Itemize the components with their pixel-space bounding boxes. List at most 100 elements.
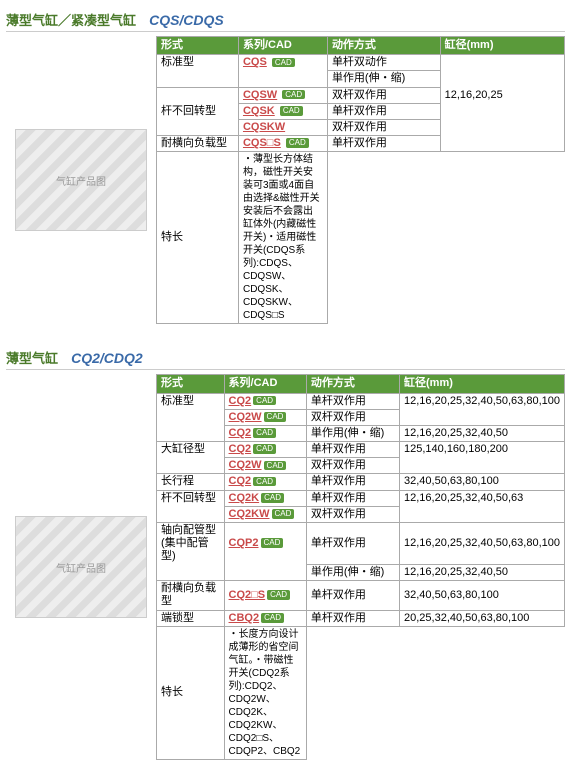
section2-image-col: 气缸产品图 (6, 374, 156, 760)
series-link[interactable]: CQ2W (229, 411, 262, 423)
bore-cell: 125,140,160,180,200 (400, 442, 565, 458)
cad-icon[interactable]: CAD (280, 106, 303, 116)
action-cell: 双杆双作用 (306, 409, 399, 425)
series-link[interactable]: CQ2 (229, 395, 252, 407)
series-link[interactable]: CQ2W (229, 459, 262, 471)
form-cell: 耐横向负载型 (157, 136, 239, 152)
feature-label: 特长 (157, 152, 239, 324)
series-link[interactable]: CQ2KW (229, 508, 270, 520)
form-cell-cont (157, 565, 225, 581)
action-cell: 单杆双作用 (306, 393, 399, 409)
action-cell: 单杆双作用 (306, 523, 399, 565)
series-cell: CQSK CAD (238, 103, 327, 119)
action-cell: 単作用(伸・缩) (306, 565, 399, 581)
header-form: 形式 (157, 375, 225, 393)
bore-cell: 32,40,50,63,80,100 (400, 474, 565, 490)
cad-icon[interactable]: CAD (253, 477, 276, 487)
bore-cell-cont (400, 506, 565, 522)
bore-cell-cont (440, 136, 564, 152)
feature-text: ・薄型长方体结构，磁性开关安装可3面或4面自由选择&磁性开关安装后不会露出缸体外… (238, 152, 327, 324)
header-action: 动作方式 (306, 375, 399, 393)
form-cell-cont (157, 425, 225, 441)
action-cell: 双杆双作用 (306, 458, 399, 474)
series-link[interactable]: CQ2 (229, 427, 252, 439)
bore-cell: 12,16,20,25,32,40,50,63 (400, 490, 565, 506)
form-cell: 长行程 (157, 474, 225, 490)
section1-title: 薄型气缸／紧凑型气缸 CQS/CDQS (6, 10, 565, 29)
feature-text: ・长度方向设计成薄形的省空间气缸。・带磁性开关(CDQ2系列):CDQ2、CDQ… (224, 626, 306, 759)
section2-grid: 形式 系列/CAD 动作方式 缸径(mm) 标准型 CQ2CAD 单杆双作用 1… (156, 374, 565, 760)
bore-cell-cont (400, 458, 565, 474)
series-cell: CQ2WCAD (224, 458, 306, 474)
series-link[interactable]: CBQ2 (229, 612, 260, 624)
cad-icon[interactable]: CAD (261, 538, 284, 548)
bore-cell: 32,40,50,63,80,100 (400, 581, 565, 610)
section1-grid: 形式 系列/CAD 动作方式 缸径(mm) 标准型 CQS CAD 单杆双动作 … (156, 36, 565, 324)
series-link[interactable]: CQSW (243, 89, 277, 101)
cad-icon[interactable]: CAD (264, 461, 287, 471)
bore-cell-cont (400, 409, 565, 425)
action-cell: 双杆双作用 (306, 506, 399, 522)
cad-icon[interactable]: CAD (286, 138, 309, 148)
product-image: 气缸产品图 (15, 129, 147, 231)
series-link[interactable]: CQ2K (229, 492, 260, 504)
series-link[interactable]: CQ2 (229, 475, 252, 487)
cad-icon[interactable]: CAD (272, 509, 295, 519)
cad-icon[interactable]: CAD (264, 412, 287, 422)
series-cell: CQ2CAD (224, 425, 306, 441)
header-form: 形式 (157, 37, 239, 55)
cad-icon[interactable]: CAD (282, 90, 305, 100)
action-cell: 双杆双作用 (327, 87, 440, 103)
form-cell-cont (157, 458, 225, 474)
series-cell: CQ2CAD (224, 474, 306, 490)
cad-icon[interactable]: CAD (253, 428, 276, 438)
series-cell: CBQ2CAD (224, 610, 306, 626)
bore-cell-cont (440, 119, 564, 135)
series-link[interactable]: CQS□S (243, 137, 281, 149)
series-cell: CQS CAD (238, 55, 327, 71)
bore-cell: 12,16,20,25,32,40,50 (400, 565, 565, 581)
cad-icon[interactable]: CAD (253, 444, 276, 454)
action-cell: 单杆双作用 (306, 442, 399, 458)
bore-cell (440, 55, 564, 71)
bore-cell-cont (440, 103, 564, 119)
bore-cell: 20,25,32,40,50,63,80,100 (400, 610, 565, 626)
form-cell: 标准型 (157, 55, 239, 71)
action-cell: 単作用(伸・缩) (306, 425, 399, 441)
form-cell: 杆不回转型 (157, 490, 225, 506)
cad-icon[interactable]: CAD (261, 613, 284, 623)
header-action: 动作方式 (327, 37, 440, 55)
section1-title-code: CQS/CDQS (149, 12, 224, 28)
action-cell: 单杆双作用 (306, 474, 399, 490)
divider (6, 369, 565, 370)
section1-table: 气缸产品图 形式 系列/CAD 动作方式 缸径(mm) 标准型 CQS CAD … (6, 36, 565, 324)
header-bore: 缸径(mm) (400, 375, 565, 393)
series-link[interactable]: CQSK (243, 105, 275, 117)
series-link[interactable]: CQP2 (229, 537, 259, 549)
form-cell: 大缸径型 (157, 442, 225, 458)
form-cell: 耐横向负载型 (157, 581, 225, 610)
cad-icon[interactable]: CAD (267, 590, 290, 600)
form-cell: 标准型 (157, 393, 225, 409)
product-image: 气缸产品图 (15, 516, 147, 618)
series-cell: CQ2□SCAD (224, 581, 306, 610)
form-cell: 轴向配管型(集中配管型) (157, 523, 225, 565)
header-series: 系列/CAD (224, 375, 306, 393)
cad-icon[interactable]: CAD (261, 493, 284, 503)
cad-icon[interactable]: CAD (253, 396, 276, 406)
action-cell: 单杆双作用 (306, 581, 399, 610)
section1-title-main: 薄型气缸／紧凑型气缸 (6, 13, 136, 28)
section1-image-col: 气缸产品图 (6, 36, 156, 324)
series-cell: CQSKW (238, 119, 327, 135)
series-link[interactable]: CQ2□S (229, 589, 266, 601)
cad-icon[interactable]: CAD (272, 58, 295, 68)
series-cell: CQ2KCAD (224, 490, 306, 506)
series-cell: CQ2KWCAD (224, 506, 306, 522)
series-link[interactable]: CQS (243, 56, 267, 68)
series-cell-cont (224, 565, 306, 581)
series-cell: CQS□S CAD (238, 136, 327, 152)
form-cell (157, 87, 239, 103)
series-link[interactable]: CQSKW (243, 121, 285, 133)
series-link[interactable]: CQ2 (229, 443, 252, 455)
action-cell: 单杆双作用 (327, 103, 440, 119)
